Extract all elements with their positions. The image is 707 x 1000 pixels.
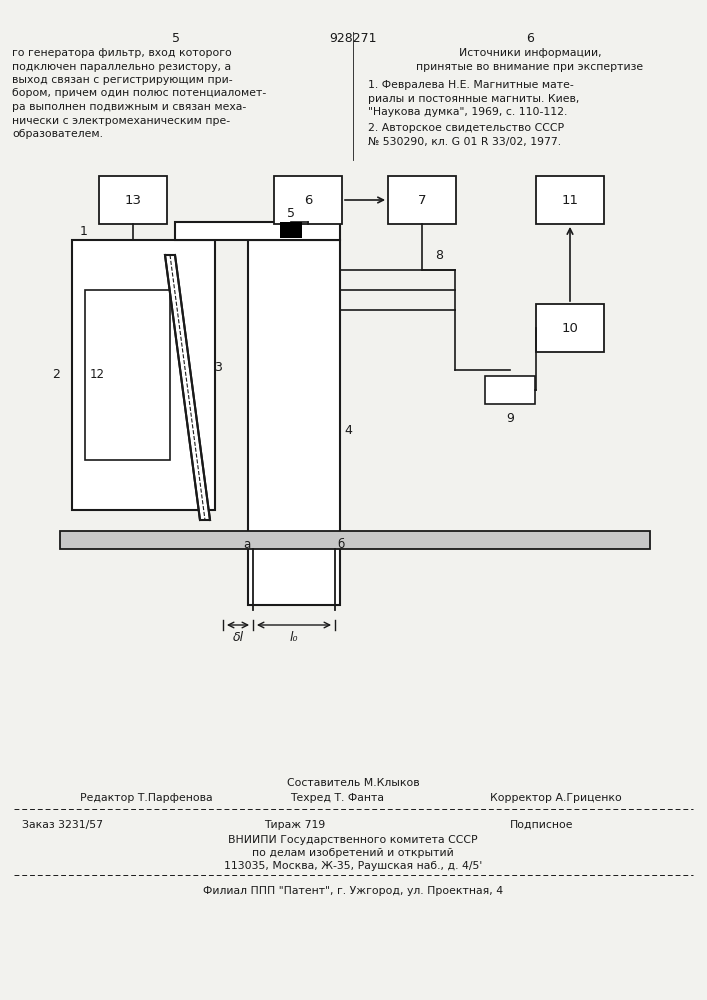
Text: 7: 7 — [418, 194, 426, 207]
Text: δl: δl — [233, 631, 244, 644]
Text: № 530290, кл. G 01 R 33/02, 1977.: № 530290, кл. G 01 R 33/02, 1977. — [368, 136, 561, 146]
Text: 10: 10 — [561, 322, 578, 334]
Bar — [85, 290, 170, 460]
Text: б: б — [337, 538, 344, 551]
Text: Заказ 3231/57: Заказ 3231/57 — [22, 820, 103, 830]
Bar — [280, 222, 302, 238]
Text: 3: 3 — [214, 361, 222, 374]
Text: l₀: l₀ — [290, 631, 298, 644]
Text: 1: 1 — [80, 225, 88, 238]
Text: 6: 6 — [304, 194, 312, 207]
Text: 9: 9 — [506, 412, 514, 425]
Text: ВНИИПИ Государственного комитета СССР: ВНИИПИ Государственного комитета СССР — [228, 835, 478, 845]
Text: выход связан с регистрирующим при-: выход связан с регистрирующим при- — [12, 75, 233, 85]
Bar — [536, 304, 604, 352]
Text: Составитель М.Клыков: Составитель М.Клыков — [286, 778, 419, 788]
Text: 13: 13 — [124, 194, 141, 207]
Text: 4: 4 — [344, 424, 352, 436]
Bar — [388, 176, 456, 224]
Text: a: a — [244, 538, 251, 551]
Text: 928271: 928271 — [329, 32, 377, 45]
Text: по делам изобретений и открытий: по делам изобретений и открытий — [252, 848, 454, 858]
Bar — [72, 240, 215, 510]
Text: Техред Т. Фанта: Техред Т. Фанта — [290, 793, 384, 803]
Text: 1. Февралева Н.Е. Магнитные мате-: 1. Февралева Н.Е. Магнитные мате- — [368, 80, 574, 90]
Text: 12: 12 — [90, 368, 105, 381]
Bar — [60, 531, 650, 549]
Text: 8: 8 — [435, 249, 443, 262]
Text: 11: 11 — [561, 194, 578, 207]
Text: риалы и постоянные магниты. Киев,: риалы и постоянные магниты. Киев, — [368, 94, 579, 104]
Bar — [99, 176, 167, 224]
Text: 5: 5 — [172, 32, 180, 45]
Text: ра выполнен подвижным и связан меха-: ра выполнен подвижным и связан меха- — [12, 102, 246, 112]
Text: Источники информации,: Источники информации, — [459, 48, 602, 58]
Text: "Наукова думка", 1969, с. 110-112.: "Наукова думка", 1969, с. 110-112. — [368, 107, 568, 117]
Text: 6: 6 — [526, 32, 534, 45]
Text: подключен параллельно резистору, а: подключен параллельно резистору, а — [12, 62, 231, 72]
Text: Филиал ППП "Патент", г. Ужгород, ул. Проектная, 4: Филиал ППП "Патент", г. Ужгород, ул. Про… — [203, 886, 503, 896]
Text: бором, причем один полюс потенциаломет-: бором, причем один полюс потенциаломет- — [12, 89, 267, 99]
Text: го генератора фильтр, вход которого: го генератора фильтр, вход которого — [12, 48, 232, 58]
Text: 2. Авторское свидетельство СССР: 2. Авторское свидетельство СССР — [368, 123, 564, 133]
Bar — [485, 376, 535, 404]
Text: Корректор А.Гриценко: Корректор А.Гриценко — [490, 793, 621, 803]
Text: принятые во внимание при экспертизе: принятые во внимание при экспертизе — [416, 62, 643, 72]
Text: нически с электромеханическим пре-: нически с электромеханическим пре- — [12, 115, 230, 125]
Polygon shape — [165, 255, 210, 520]
Bar — [248, 240, 340, 605]
Bar — [274, 176, 342, 224]
Text: Подписное: Подписное — [510, 820, 573, 830]
Bar — [175, 222, 340, 240]
Text: Тираж 719: Тираж 719 — [264, 820, 326, 830]
Bar — [536, 176, 604, 224]
Text: 113035, Москва, Ж-35, Раушская наб., д. 4/5': 113035, Москва, Ж-35, Раушская наб., д. … — [224, 861, 482, 871]
Text: 5: 5 — [287, 207, 295, 220]
Text: 2: 2 — [52, 368, 60, 381]
Text: Редактор Т.Парфенова: Редактор Т.Парфенова — [80, 793, 213, 803]
Text: образователем.: образователем. — [12, 129, 103, 139]
